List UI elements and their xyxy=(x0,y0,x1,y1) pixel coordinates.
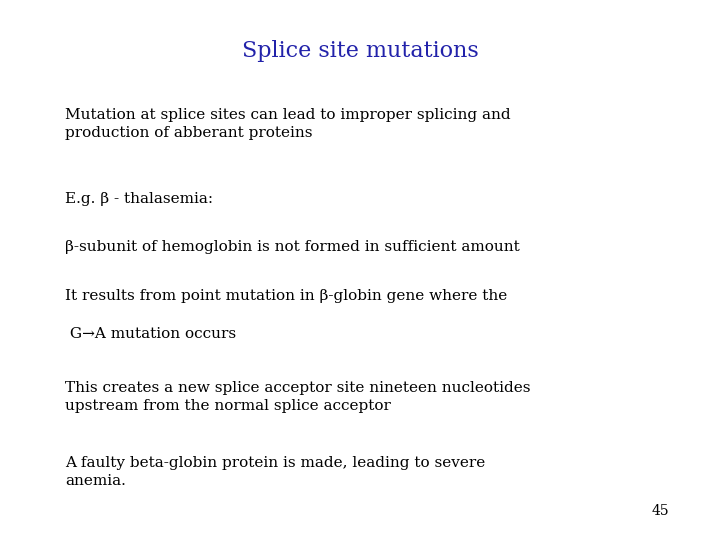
Text: E.g. β - thalasemia:: E.g. β - thalasemia: xyxy=(65,192,213,206)
Text: Mutation at splice sites can lead to improper splicing and
production of abberan: Mutation at splice sites can lead to imp… xyxy=(65,108,510,140)
Text: This creates a new splice acceptor site nineteen nucleotides
upstream from the n: This creates a new splice acceptor site … xyxy=(65,381,531,413)
Text: Splice site mutations: Splice site mutations xyxy=(242,40,478,63)
Text: 45: 45 xyxy=(652,504,670,518)
Text: G→A mutation occurs: G→A mutation occurs xyxy=(65,327,236,341)
Text: β-subunit of hemoglobin is not formed in sufficient amount: β-subunit of hemoglobin is not formed in… xyxy=(65,240,520,254)
Text: A faulty beta-globin protein is made, leading to severe
anemia.: A faulty beta-globin protein is made, le… xyxy=(65,456,485,488)
Text: It results from point mutation in β-globin gene where the: It results from point mutation in β-glob… xyxy=(65,289,507,303)
